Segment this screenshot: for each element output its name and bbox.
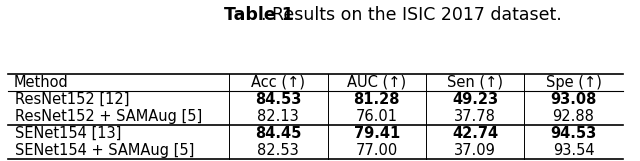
Text: 79.41: 79.41: [353, 126, 400, 141]
Text: Sen (↑): Sen (↑): [447, 75, 503, 90]
Text: Method: Method: [14, 75, 68, 90]
Text: AUC (↑): AUC (↑): [347, 75, 406, 90]
Text: Spe (↑): Spe (↑): [545, 75, 602, 90]
Text: 94.53: 94.53: [550, 126, 596, 141]
Text: SENet154 [13]: SENet154 [13]: [15, 126, 122, 141]
Text: ResNet152 + SAMAug [5]: ResNet152 + SAMAug [5]: [15, 109, 202, 124]
Text: 93.54: 93.54: [553, 143, 595, 158]
Text: Acc (↑): Acc (↑): [252, 75, 305, 90]
Text: Table 1: Table 1: [224, 6, 294, 24]
Text: 93.08: 93.08: [550, 92, 596, 107]
Text: 82.53: 82.53: [257, 143, 299, 158]
Text: 84.53: 84.53: [255, 92, 301, 107]
Text: . Results on the ISIC 2017 dataset.: . Results on the ISIC 2017 dataset.: [260, 6, 561, 24]
Text: 82.13: 82.13: [257, 109, 299, 124]
Text: ResNet152 [12]: ResNet152 [12]: [15, 92, 130, 107]
Text: 37.09: 37.09: [454, 143, 496, 158]
Text: 76.01: 76.01: [356, 109, 397, 124]
Text: 92.88: 92.88: [552, 109, 595, 124]
Text: 77.00: 77.00: [356, 143, 398, 158]
Text: 84.45: 84.45: [255, 126, 301, 141]
Text: SENet154 + SAMAug [5]: SENet154 + SAMAug [5]: [15, 143, 195, 158]
Text: 49.23: 49.23: [452, 92, 498, 107]
Text: 42.74: 42.74: [452, 126, 498, 141]
Text: 37.78: 37.78: [454, 109, 496, 124]
Text: 81.28: 81.28: [353, 92, 400, 107]
